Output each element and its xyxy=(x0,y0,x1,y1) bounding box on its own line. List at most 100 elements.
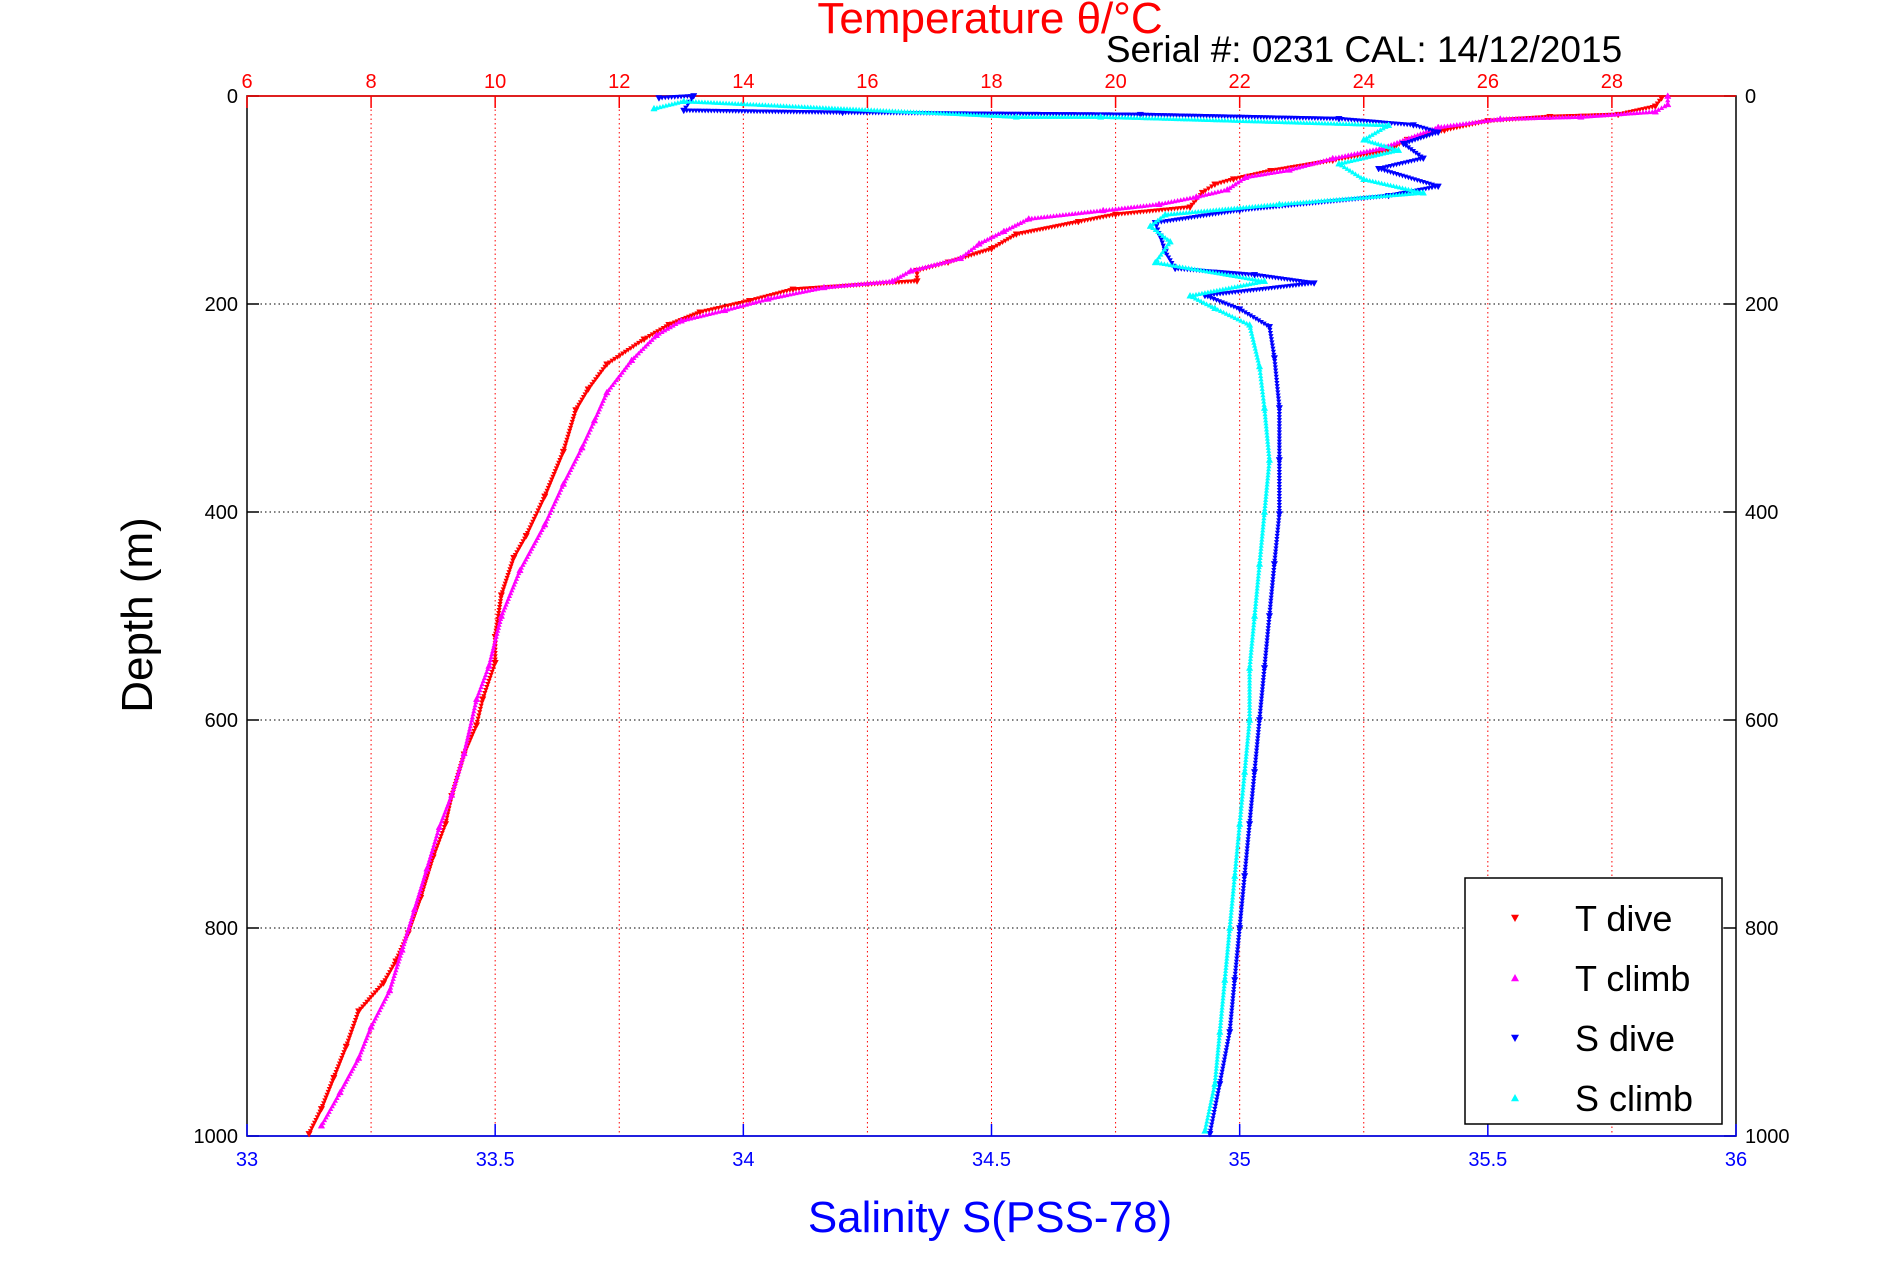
x-top-tick-label: 24 xyxy=(1353,71,1375,93)
data-point xyxy=(317,1121,326,1129)
data-point-fill xyxy=(1238,910,1244,916)
data-point-fill xyxy=(1199,192,1206,198)
data-point-fill xyxy=(1237,812,1244,817)
data-point-fill xyxy=(1256,727,1262,732)
data-point-fill xyxy=(672,95,678,100)
data-point-fill xyxy=(479,700,485,706)
data-point-fill xyxy=(840,283,846,288)
data-point-fill xyxy=(1283,167,1289,173)
data-point-fill xyxy=(1244,747,1250,753)
data-point-fill xyxy=(1457,121,1463,127)
data-point-fill xyxy=(476,713,482,719)
data-point-fill xyxy=(1240,892,1246,897)
data-point-fill xyxy=(1247,815,1253,821)
data-point-fill xyxy=(1260,684,1266,689)
data-point-fill xyxy=(1249,280,1256,286)
data-point-fill xyxy=(886,278,892,284)
data-point-fill xyxy=(495,613,501,619)
data-point-fill xyxy=(406,924,412,929)
data-point-fill xyxy=(383,975,390,981)
data-point-fill xyxy=(1417,131,1424,136)
data-point-fill xyxy=(880,279,886,285)
data-point-fill xyxy=(1367,177,1373,183)
data-point-fill xyxy=(1248,803,1254,809)
data-point-fill xyxy=(1239,904,1245,910)
data-point-fill xyxy=(1399,185,1406,191)
data-point-fill xyxy=(398,950,404,955)
data-point-fill xyxy=(549,477,555,483)
x-top-tick-label: 14 xyxy=(732,71,754,93)
data-point-fill xyxy=(1247,656,1254,661)
data-point-fill xyxy=(1270,571,1277,576)
data-point-fill xyxy=(1276,436,1282,442)
data-point-fill xyxy=(609,382,616,388)
data-point-fill xyxy=(1137,203,1143,209)
data-point-fill xyxy=(1266,463,1272,469)
data-point-fill xyxy=(1211,1110,1217,1115)
data-point-fill xyxy=(1207,1103,1213,1108)
data-point-fill xyxy=(531,516,537,522)
data-point-fill xyxy=(1215,1047,1221,1053)
data-point-fill xyxy=(614,355,621,360)
data-point-fill xyxy=(1273,377,1280,383)
data-point-fill xyxy=(1246,723,1252,729)
data-point-fill xyxy=(1260,527,1266,533)
data-point-fill xyxy=(1211,288,1217,294)
data-point-fill xyxy=(451,783,457,789)
data-point-fill xyxy=(1220,995,1226,1001)
data-point-fill xyxy=(1253,751,1259,757)
data-point-fill xyxy=(1161,246,1168,252)
data-point-fill xyxy=(435,843,441,848)
data-point-fill xyxy=(998,229,1004,235)
legend-marker xyxy=(1511,974,1519,982)
data-point-fill xyxy=(1254,582,1261,588)
data-point-fill xyxy=(1208,1125,1214,1131)
data-point-fill xyxy=(664,326,671,331)
data-point-fill xyxy=(1393,184,1400,189)
data-point-fill xyxy=(564,437,570,443)
data-point-fill xyxy=(427,863,434,869)
data-point-fill xyxy=(1235,283,1241,289)
data-point-fill xyxy=(815,286,821,291)
data-point-fill xyxy=(1232,864,1239,869)
data-point-fill xyxy=(1411,188,1417,193)
data-point-fill xyxy=(1245,834,1252,839)
data-point-fill xyxy=(509,561,515,567)
data-point-fill xyxy=(613,377,619,383)
data-point-fill xyxy=(1246,674,1253,680)
data-point-fill xyxy=(403,932,410,938)
data-point-fill xyxy=(1158,252,1164,257)
data-point-fill xyxy=(1276,408,1282,414)
data-point-fill xyxy=(827,284,833,289)
data-point-fill xyxy=(506,570,512,575)
data-point-fill xyxy=(1228,913,1234,918)
data-point-fill xyxy=(1020,218,1026,224)
data-point-fill xyxy=(432,849,438,854)
data-point-fill xyxy=(1224,952,1230,958)
data-point-fill xyxy=(1369,139,1376,145)
data-point-fill xyxy=(395,958,402,964)
data-point-fill xyxy=(1094,208,1100,214)
data-point-fill xyxy=(1396,184,1403,190)
x-top-tick-label: 8 xyxy=(366,71,377,93)
data-point-fill xyxy=(762,297,768,302)
data-point-fill xyxy=(790,291,796,296)
data-point-fill xyxy=(1206,1109,1212,1115)
data-point-fill xyxy=(1237,178,1244,183)
data-point-fill xyxy=(429,848,435,853)
data-point-fill xyxy=(1364,177,1370,182)
x-bottom-tick-label: 33.5 xyxy=(476,1149,515,1171)
data-point-fill xyxy=(484,684,490,690)
data-point-fill xyxy=(1225,1039,1231,1044)
data-point-fill xyxy=(416,892,422,897)
data-point-fill xyxy=(1204,1118,1210,1124)
data-point-fill xyxy=(1219,1069,1225,1075)
data-point-fill xyxy=(1252,607,1258,612)
data-point-fill xyxy=(472,726,478,731)
data-point-fill xyxy=(1469,120,1475,125)
data-point-fill xyxy=(1228,1020,1234,1026)
data-point-fill xyxy=(934,261,940,267)
x-top-tick-label: 28 xyxy=(1601,71,1623,93)
data-point-fill xyxy=(326,1087,332,1092)
data-point-fill xyxy=(1270,349,1277,355)
